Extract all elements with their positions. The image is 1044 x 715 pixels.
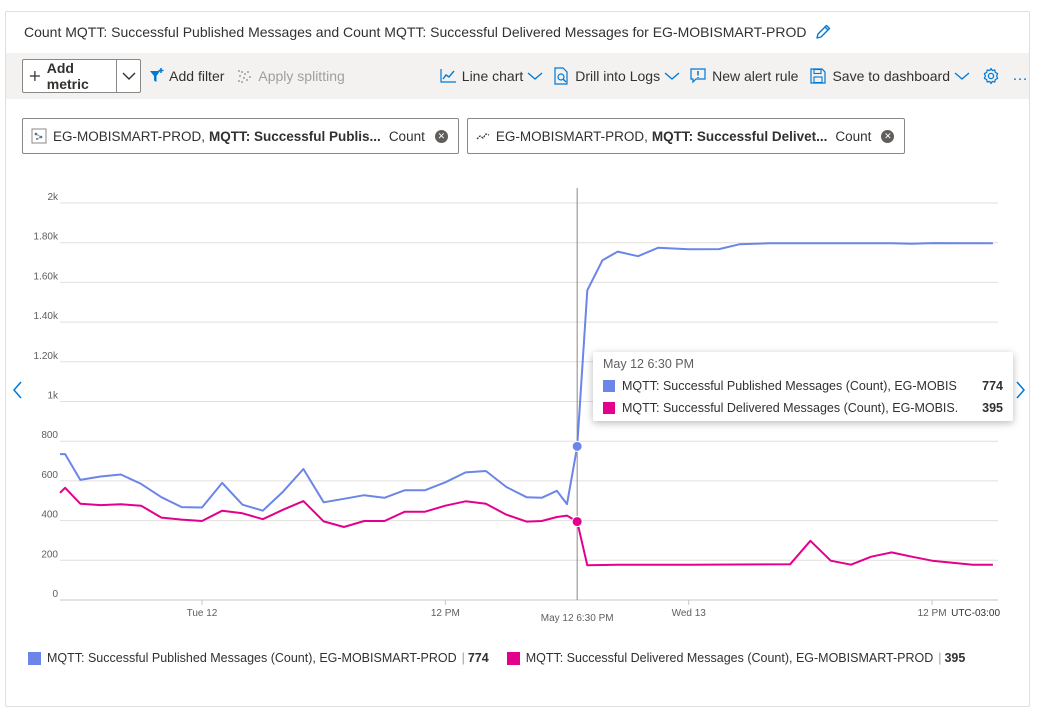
chart-title-row: Count MQTT: Successful Published Message…	[6, 12, 1029, 52]
chevron-down-icon	[527, 72, 543, 80]
add-filter-label: Add filter	[169, 68, 225, 84]
add-metric-dropdown[interactable]	[116, 60, 140, 92]
chart-title: Count MQTT: Successful Published Message…	[24, 24, 807, 40]
apply-splitting-button[interactable]: Apply splitting	[236, 68, 345, 84]
series-swatch	[603, 380, 615, 392]
pill-aggregation: Count	[388, 128, 425, 144]
gear-icon	[983, 67, 999, 85]
drill-into-logs-label: Drill into Logs	[575, 68, 661, 84]
pencil-icon[interactable]	[814, 23, 832, 41]
chevron-right-icon[interactable]	[1013, 380, 1027, 400]
chevron-down-icon	[122, 72, 136, 80]
pill-resource: EG-MOBISMART-PROD,	[495, 128, 648, 144]
add-filter-button[interactable]: Add filter	[147, 67, 224, 85]
pill-metric: MQTT: Successful Publis...	[209, 128, 381, 144]
more-options-button[interactable]: …	[1012, 67, 1029, 84]
metric-pill-published[interactable]: EG-MOBISMART-PROD, MQTT: Successful Publ…	[22, 118, 459, 154]
tooltip-series-name: MQTT: Successful Delivered Messages (Cou…	[622, 401, 957, 415]
metric-pill-delivered[interactable]: EG-MOBISMART-PROD, MQTT: Successful Deli…	[466, 118, 906, 154]
splitting-icon	[238, 70, 252, 83]
close-icon[interactable]: ✕	[881, 129, 895, 143]
new-alert-rule-button[interactable]: New alert rule	[690, 68, 798, 84]
series-swatch	[603, 402, 615, 414]
tooltip-series-name: MQTT: Successful Published Messages (Cou…	[622, 379, 957, 393]
legend-item-published[interactable]: MQTT: Successful Published Messages (Cou…	[28, 651, 489, 665]
chevron-left-icon[interactable]	[11, 380, 25, 400]
pill-metric: MQTT: Successful Delivet...	[651, 128, 828, 144]
metric-line-icon	[476, 133, 490, 140]
chevron-down-icon	[664, 72, 680, 80]
alert-icon	[690, 68, 706, 84]
legend-series-name: MQTT: Successful Delivered Messages (Cou…	[525, 651, 934, 665]
legend-series-value: 774	[467, 651, 489, 665]
add-metric-split-button: Add metric	[22, 59, 142, 93]
tooltip-row-delivered: MQTT: Successful Delivered Messages (Cou…	[603, 397, 1003, 419]
save-icon	[810, 68, 827, 84]
legend-series-value: 395	[944, 651, 966, 665]
event-grid-icon	[31, 128, 47, 144]
metric-pills: EG-MOBISMART-PROD, MQTT: Successful Publ…	[22, 118, 913, 154]
line-chart-button[interactable]: Line chart	[439, 68, 543, 84]
chevron-down-icon	[954, 72, 970, 80]
chart-legend: MQTT: Successful Published Messages (Cou…	[28, 651, 983, 665]
save-to-dashboard-button[interactable]: Save to dashboard	[810, 68, 970, 84]
pill-aggregation: Count	[835, 128, 872, 144]
filter-icon	[150, 68, 164, 82]
drill-into-logs-button[interactable]: Drill into Logs	[553, 67, 680, 85]
legend-series-name: MQTT: Successful Published Messages (Cou…	[47, 651, 457, 665]
series-swatch	[506, 651, 520, 665]
add-metric-button[interactable]: Add metric	[23, 60, 116, 92]
add-metric-label: Add metric	[46, 60, 89, 92]
line-chart-icon	[440, 69, 456, 83]
tooltip-series-value: 395	[982, 401, 1003, 415]
series-swatch	[28, 651, 41, 665]
save-to-dashboard-label: Save to dashboard	[832, 68, 950, 84]
close-icon[interactable]: ✕	[434, 129, 448, 143]
legend-separator: |	[461, 651, 465, 665]
line-chart-label: Line chart	[461, 68, 524, 84]
logs-icon	[554, 67, 568, 85]
pill-resource: EG-MOBISMART-PROD,	[53, 128, 206, 144]
new-alert-rule-label: New alert rule	[712, 68, 799, 84]
tooltip-row-published: MQTT: Successful Published Messages (Cou…	[603, 375, 1003, 397]
plus-icon	[29, 70, 40, 82]
tooltip-series-value: 774	[982, 379, 1003, 393]
chart-settings-button[interactable]	[982, 67, 1000, 85]
chart-tooltip: May 12 6:30 PM MQTT: Successful Publishe…	[593, 352, 1013, 421]
chart-toolbar: Add metric Add filter Apply splitting	[6, 53, 1029, 99]
legend-item-delivered[interactable]: MQTT: Successful Delivered Messages (Cou…	[506, 651, 966, 665]
apply-splitting-label: Apply splitting	[258, 68, 345, 84]
tooltip-time: May 12 6:30 PM	[603, 357, 695, 371]
legend-separator: |	[938, 651, 942, 665]
